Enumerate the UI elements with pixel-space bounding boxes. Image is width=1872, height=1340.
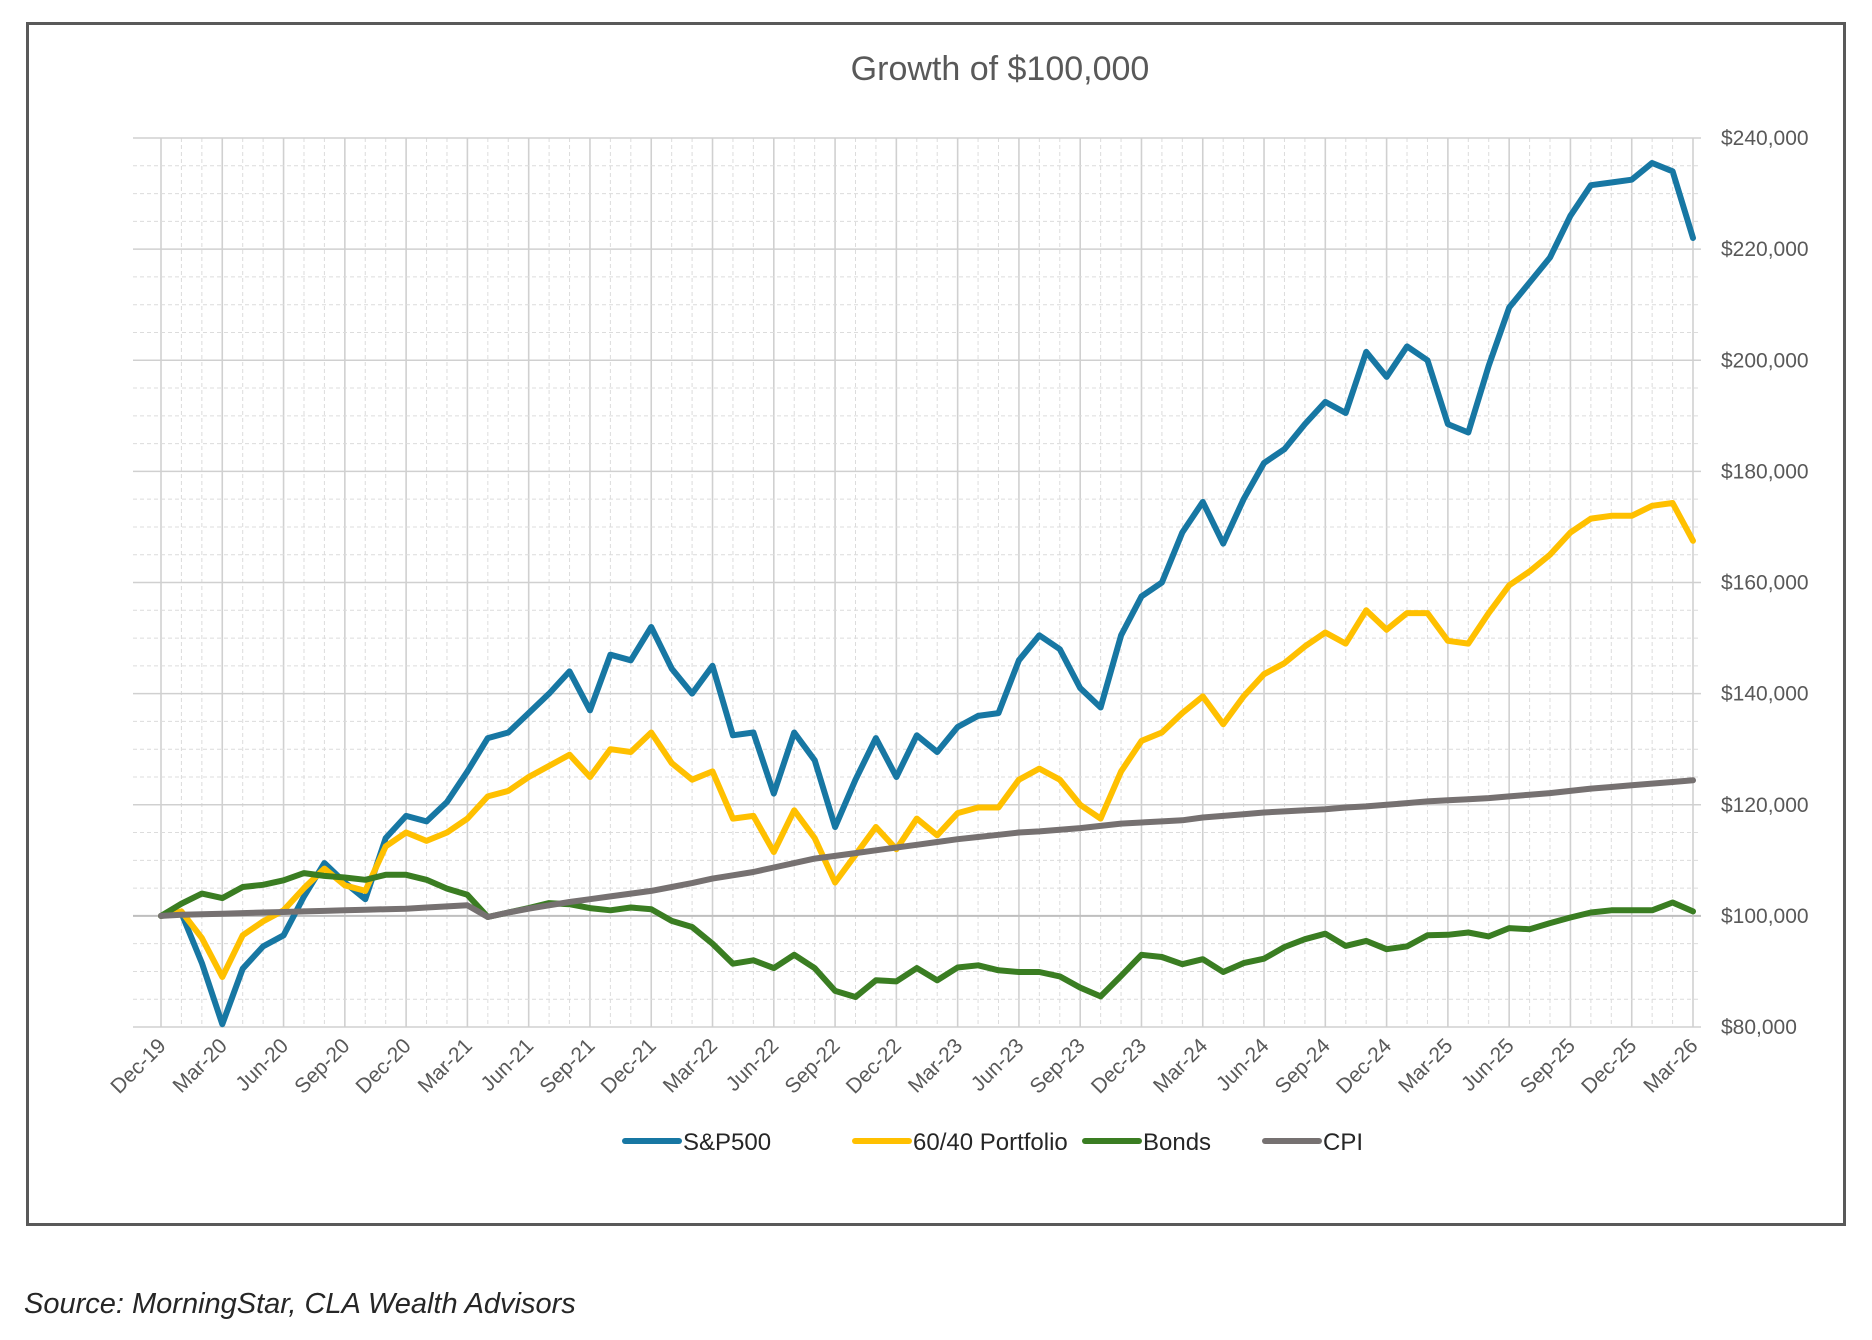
x-tick-label: Sep-25 [1516, 1034, 1580, 1098]
legend-label: S&P500 [683, 1129, 771, 1156]
x-tick-label: Mar-26 [1639, 1034, 1702, 1097]
y-tick-label: $200,000 [1721, 349, 1809, 372]
x-tick-label: Sep-22 [780, 1034, 844, 1098]
legend-label: 60/40 Portfolio [913, 1129, 1068, 1156]
x-tick-label: Sep-21 [535, 1034, 599, 1098]
legend-item-60-40-portfolio: 60/40 Portfolio [852, 1129, 1068, 1156]
y-tick-label: $140,000 [1721, 683, 1809, 706]
x-tick-label: Mar-20 [169, 1034, 232, 1097]
legend-label: CPI [1323, 1129, 1363, 1156]
x-tick-label: Dec-25 [1577, 1034, 1641, 1098]
x-tick-label: Dec-19 [106, 1034, 170, 1098]
legend-label: Bonds [1143, 1129, 1211, 1156]
x-tick-label: Dec-21 [597, 1034, 661, 1098]
x-tick-label: Jun-24 [1212, 1034, 1274, 1096]
series-line-60-40-portfolio [158, 500, 1696, 980]
source-note: Source: MorningStar, CLA Wealth Advisors [24, 1288, 576, 1320]
y-tick-label: $100,000 [1721, 905, 1809, 928]
line-chart: $80,000 $100,000 $120,000 $140,000 $160,000 $… [106, 50, 1809, 1156]
x-tick-label: Sep-23 [1026, 1034, 1090, 1098]
series-line-bonds [158, 870, 1696, 1000]
x-tick-label: Jun-20 [231, 1034, 293, 1096]
x-tick-label: Sep-24 [1271, 1034, 1335, 1098]
x-tick-label: Jun-25 [1457, 1034, 1519, 1096]
y-tick-label: $220,000 [1721, 238, 1809, 261]
y-axis-ticks: $80,000 $100,000 $120,000 $140,000 $160,000 $… [1721, 127, 1809, 1039]
x-tick-label: Dec-22 [842, 1034, 906, 1098]
x-tick-label: Sep-20 [290, 1034, 354, 1098]
series-line-cpi [158, 777, 1696, 920]
y-tick-label: $240,000 [1721, 127, 1809, 150]
y-tick-label: $80,000 [1721, 1016, 1797, 1039]
x-tick-label: Mar-24 [1149, 1034, 1213, 1098]
x-tick-label: Mar-21 [414, 1034, 477, 1097]
chart-title: Growth of $100,000 [851, 50, 1150, 88]
legend-item-bonds: Bonds [1082, 1129, 1211, 1156]
legend-item-s-p500: S&P500 [622, 1129, 771, 1156]
x-tick-label: Dec-24 [1332, 1034, 1396, 1098]
chart-frame: $80,000 $100,000 $120,000 $140,000 $160,000 $… [26, 22, 1846, 1226]
x-tick-label: Jun-22 [722, 1034, 784, 1096]
y-tick-label: $120,000 [1721, 794, 1809, 817]
series-line-s-p500 [158, 160, 1696, 1028]
x-tick-label: Mar-25 [1394, 1034, 1457, 1097]
x-tick-label: Jun-21 [477, 1034, 539, 1096]
legend: S&P500 60/40 Portfolio Bonds CPI [622, 1129, 1363, 1156]
x-tick-label: Dec-23 [1087, 1034, 1151, 1098]
x-tick-label: Dec-20 [352, 1034, 416, 1098]
x-tick-label: Mar-22 [659, 1034, 722, 1097]
x-tick-label: Jun-23 [967, 1034, 1029, 1096]
y-tick-label: $160,000 [1721, 572, 1809, 595]
x-tick-label: Mar-23 [904, 1034, 967, 1097]
series-lines [158, 160, 1696, 1028]
legend-item-cpi: CPI [1262, 1129, 1363, 1156]
y-tick-label: $180,000 [1721, 460, 1809, 483]
